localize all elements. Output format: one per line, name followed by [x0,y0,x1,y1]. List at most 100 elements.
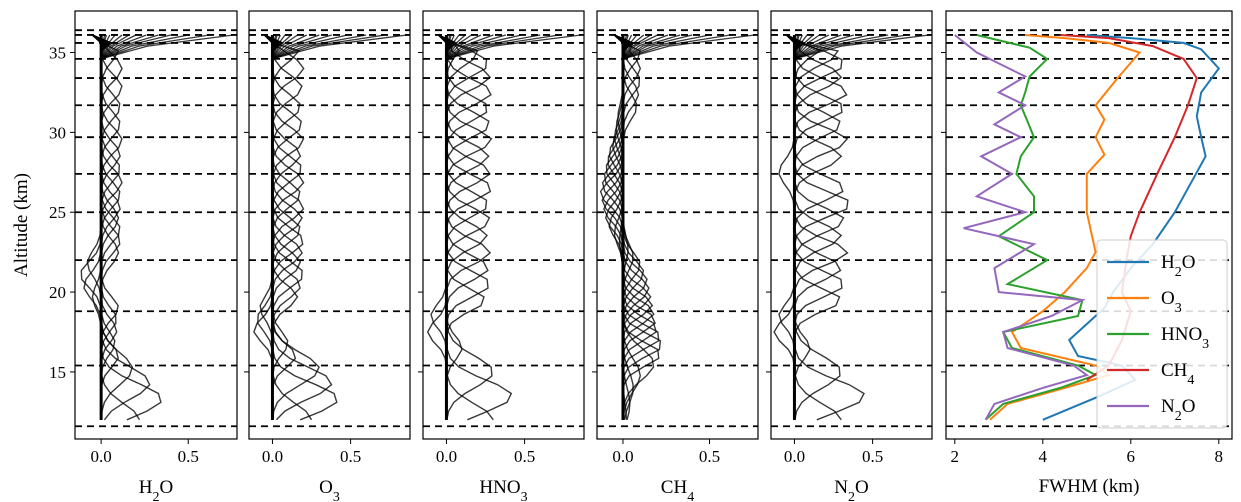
kernel-top-line [622,34,710,60]
kernel-top-line [622,34,669,60]
kernel-line [773,34,797,420]
kernel-top-line [100,34,147,60]
kernel-top-line [446,34,506,60]
axes-frame [770,10,933,440]
kernel-top-line [272,34,407,60]
kernel-line [614,34,652,420]
kernel-top-line [445,34,482,60]
x-tick-label: 0.0 [436,447,457,466]
kernel-top-line [100,34,210,60]
y-tick-label: 35 [49,44,66,63]
panel-averaging-kernels-hno3: 0.0 0.5 HNO3 [418,10,585,502]
panel-averaging-kernels-n2o: 0.0 0.5 N2O [766,10,933,502]
kernel-line [86,34,113,420]
kernel-top-line [100,34,137,60]
kernel-top-line [622,34,731,60]
kernel-line [438,34,479,420]
x-tick-label: 0.5 [514,447,535,466]
kernel-top-line [622,34,755,60]
kernel-top-line [793,34,830,60]
x-tick-label: 8 [1215,447,1224,466]
x-tick-label: 0.5 [699,447,720,466]
plot-area [771,29,932,428]
panel-averaging-kernels-o3: 0.0 0.5O3 [244,10,411,502]
legend-box [1096,239,1228,429]
kernel-line [613,34,650,420]
kernel-top-line [622,34,638,60]
plot-area [423,29,584,428]
kernel-top-line [100,34,234,60]
kernel-top-line [622,34,645,60]
y-tick-label: 25 [49,203,66,222]
kernel-top-line [446,34,494,60]
plot-area [75,29,237,428]
x-tick-label: 0.0 [91,447,112,466]
kernel-top-line [446,34,541,60]
x-tick-label: 0.5 [178,447,199,466]
axes-frame [74,10,238,440]
kernel-top-line [794,34,889,60]
kernel-top-line [446,34,560,60]
kernel-line [426,34,449,420]
x-tick-label: 0.0 [262,447,283,466]
panel-fwhm: 2 4 6 8 FWHM (km) H2O O3 HNO3 CH4 N2O [941,10,1233,497]
legend: H2O O3 HNO3 CH4 N2O [1096,239,1228,429]
kernel-top-line [622,34,658,60]
y-tick-label: 20 [49,283,66,302]
kernel-top-line [100,34,171,60]
kernel-top-line [794,34,842,60]
kernel-top-line [271,34,308,60]
kernel-top-line [272,34,348,60]
axes-frame [945,10,1233,440]
kernel-top-line [794,34,870,60]
kernel-top-line [794,34,854,60]
x-axis-label: FWHM (km) [1039,476,1140,497]
kernel-top-line [100,34,123,60]
y-axis-label: Altitude (km) [11,173,32,277]
kernel-top-line [794,34,929,60]
legend-label: N2O [1161,396,1195,424]
x-tick-label: 0.5 [340,447,361,466]
x-axis-label: HNO3 [479,477,527,502]
series-line-4 [954,34,1090,421]
x-tick-label: 0.0 [612,447,633,466]
kernel-top-line [794,34,908,60]
kernel-top-line [271,34,298,60]
y-tick-label: 15 [49,363,66,382]
x-tick-label: 0.5 [862,447,883,466]
kernel-line [264,34,338,421]
kernel-line [613,34,645,420]
axes-frame [596,10,759,440]
kernel-top-line [622,34,693,60]
plot-area [249,29,410,428]
kernel-top-line [446,34,581,60]
x-tick-label: 0.0 [784,447,805,466]
kernel-top-line [793,34,820,60]
panel-averaging-kernels-h2o: 15 20 25 30 35 0.0 0.5 H2O [49,10,238,502]
kernel-top-line [272,34,386,60]
axes-frame [422,10,585,440]
x-tick-label: 4 [1039,447,1048,466]
x-axis-label: N2O [834,477,868,502]
kernel-line [778,34,796,420]
x-tick-label: 6 [1127,447,1136,466]
legend-label: O3 [1161,288,1182,316]
x-tick-label: 2 [951,447,960,466]
plot-area [597,29,758,428]
kernel-top-line [100,34,116,60]
legend-label: HNO3 [1161,324,1209,352]
kernel-top-line [272,34,320,60]
kernel-top-line [272,34,332,60]
kernel-top-line [446,34,522,60]
x-axis-label: H2O [139,477,173,502]
legend-label: CH4 [1161,360,1194,388]
kernel-top-line [445,34,472,60]
x-axis-label: O3 [319,477,340,502]
kernel-top-line [272,34,367,60]
y-tick-label: 30 [49,123,66,142]
kernel-top-line [100,34,159,60]
panel-averaging-kernels-ch4: 0.0 0.5 CH4 [592,10,759,502]
x-axis-label: CH4 [661,477,694,502]
axes-frame [248,10,411,440]
